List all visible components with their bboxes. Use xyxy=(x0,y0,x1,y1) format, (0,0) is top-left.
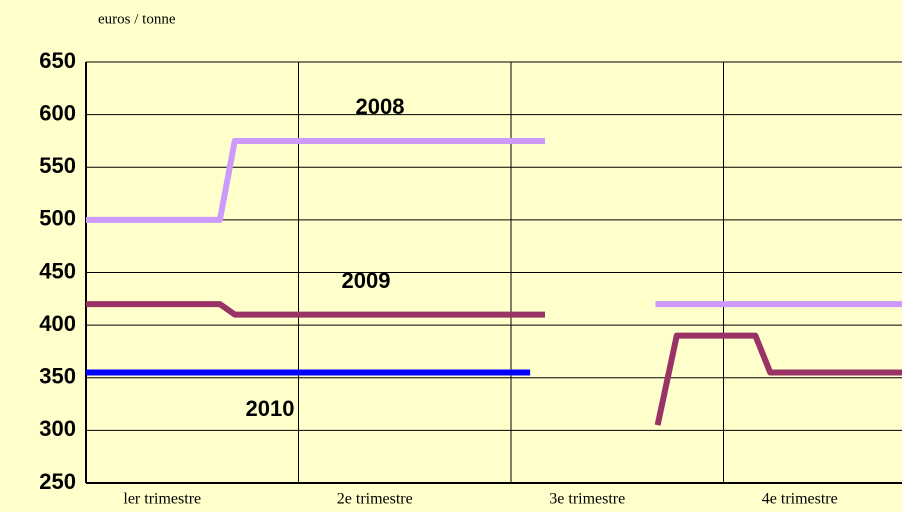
y-tick-label: 600 xyxy=(39,100,76,125)
y-tick-label: 400 xyxy=(39,311,76,336)
x-tick-label: ler trimestre xyxy=(123,491,201,508)
y-tick-label: 550 xyxy=(39,153,76,178)
series-label: 2010 xyxy=(246,396,295,421)
y-tick-label: 450 xyxy=(39,258,76,283)
y-tick-label: 650 xyxy=(39,48,76,73)
y-tick-label: 350 xyxy=(39,364,76,389)
series-label: 2009 xyxy=(342,268,391,293)
x-tick-label: 4e trimestre xyxy=(762,491,838,508)
line-series xyxy=(86,301,902,426)
x-tick-label: 2e trimestre xyxy=(337,491,413,508)
y-axis-label: euros / tonne xyxy=(98,11,176,27)
y-tick-label: 250 xyxy=(39,469,76,494)
x-tick-label: 3e trimestre xyxy=(549,491,625,508)
line-series xyxy=(86,137,902,308)
y-tick-label: 500 xyxy=(39,206,76,231)
y-tick-label: 300 xyxy=(39,416,76,441)
series-label: 2008 xyxy=(356,94,405,119)
